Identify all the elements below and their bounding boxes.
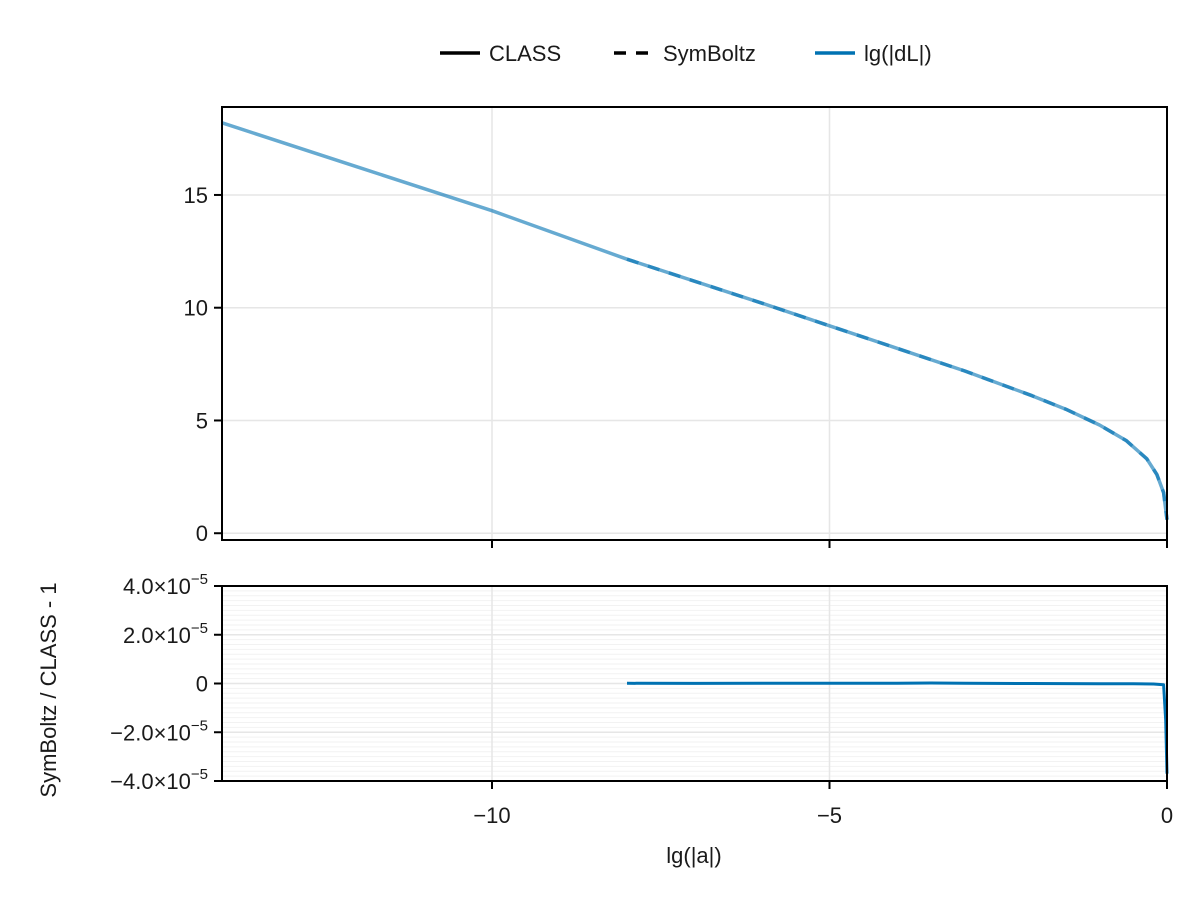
x-tick-label: −10: [473, 803, 510, 828]
y-tick-label: −4.0×10−5: [110, 766, 208, 794]
y-tick-label: 4.0×10−5: [123, 571, 208, 599]
top-panel: 0 5 10 15: [184, 106, 1169, 548]
legend: CLASS SymBoltz lg(|dL|): [440, 41, 932, 66]
y-axis-label-bottom: SymBoltz / CLASS - 1: [36, 582, 61, 797]
top-panel-grid: [222, 107, 1168, 540]
y-tick-label: 0: [196, 672, 208, 697]
legend-label-symboltz: SymBoltz: [663, 41, 756, 66]
x-axis-label: lg(|a|): [666, 843, 721, 868]
top-panel-series: [221, 121, 1169, 520]
x-tick-label: −5: [817, 803, 842, 828]
y-tick-label: 10: [184, 296, 208, 321]
y-tick-label: −2.0×10−5: [110, 717, 208, 745]
series-symboltz-line: [626, 257, 1169, 520]
series-ratio-line: [626, 681, 1169, 774]
top-panel-ticks: 0 5 10 15: [184, 183, 1168, 548]
x-tick-label: 0: [1161, 803, 1173, 828]
legend-label-class: CLASS: [489, 41, 561, 66]
series-class-line: [221, 121, 1169, 520]
y-tick-label: 15: [184, 183, 208, 208]
top-panel-frame: [221, 106, 1168, 541]
y-tick-label: 5: [196, 408, 208, 433]
legend-label-dl: lg(|dL|): [864, 41, 932, 66]
bottom-panel-ticks: −10 −5 0 −4.0×10−5 −2.0×10−5 0 2.0×10−5 4.0×10−…: [110, 571, 1173, 828]
y-tick-label: 0: [196, 521, 208, 546]
y-tick-label: 2.0×10−5: [123, 620, 208, 648]
bottom-panel: −10 −5 0 −4.0×10−5 −2.0×10−5 0 2.0×10−5 4.0×10−…: [110, 571, 1173, 828]
bottom-panel-series: [626, 681, 1169, 774]
